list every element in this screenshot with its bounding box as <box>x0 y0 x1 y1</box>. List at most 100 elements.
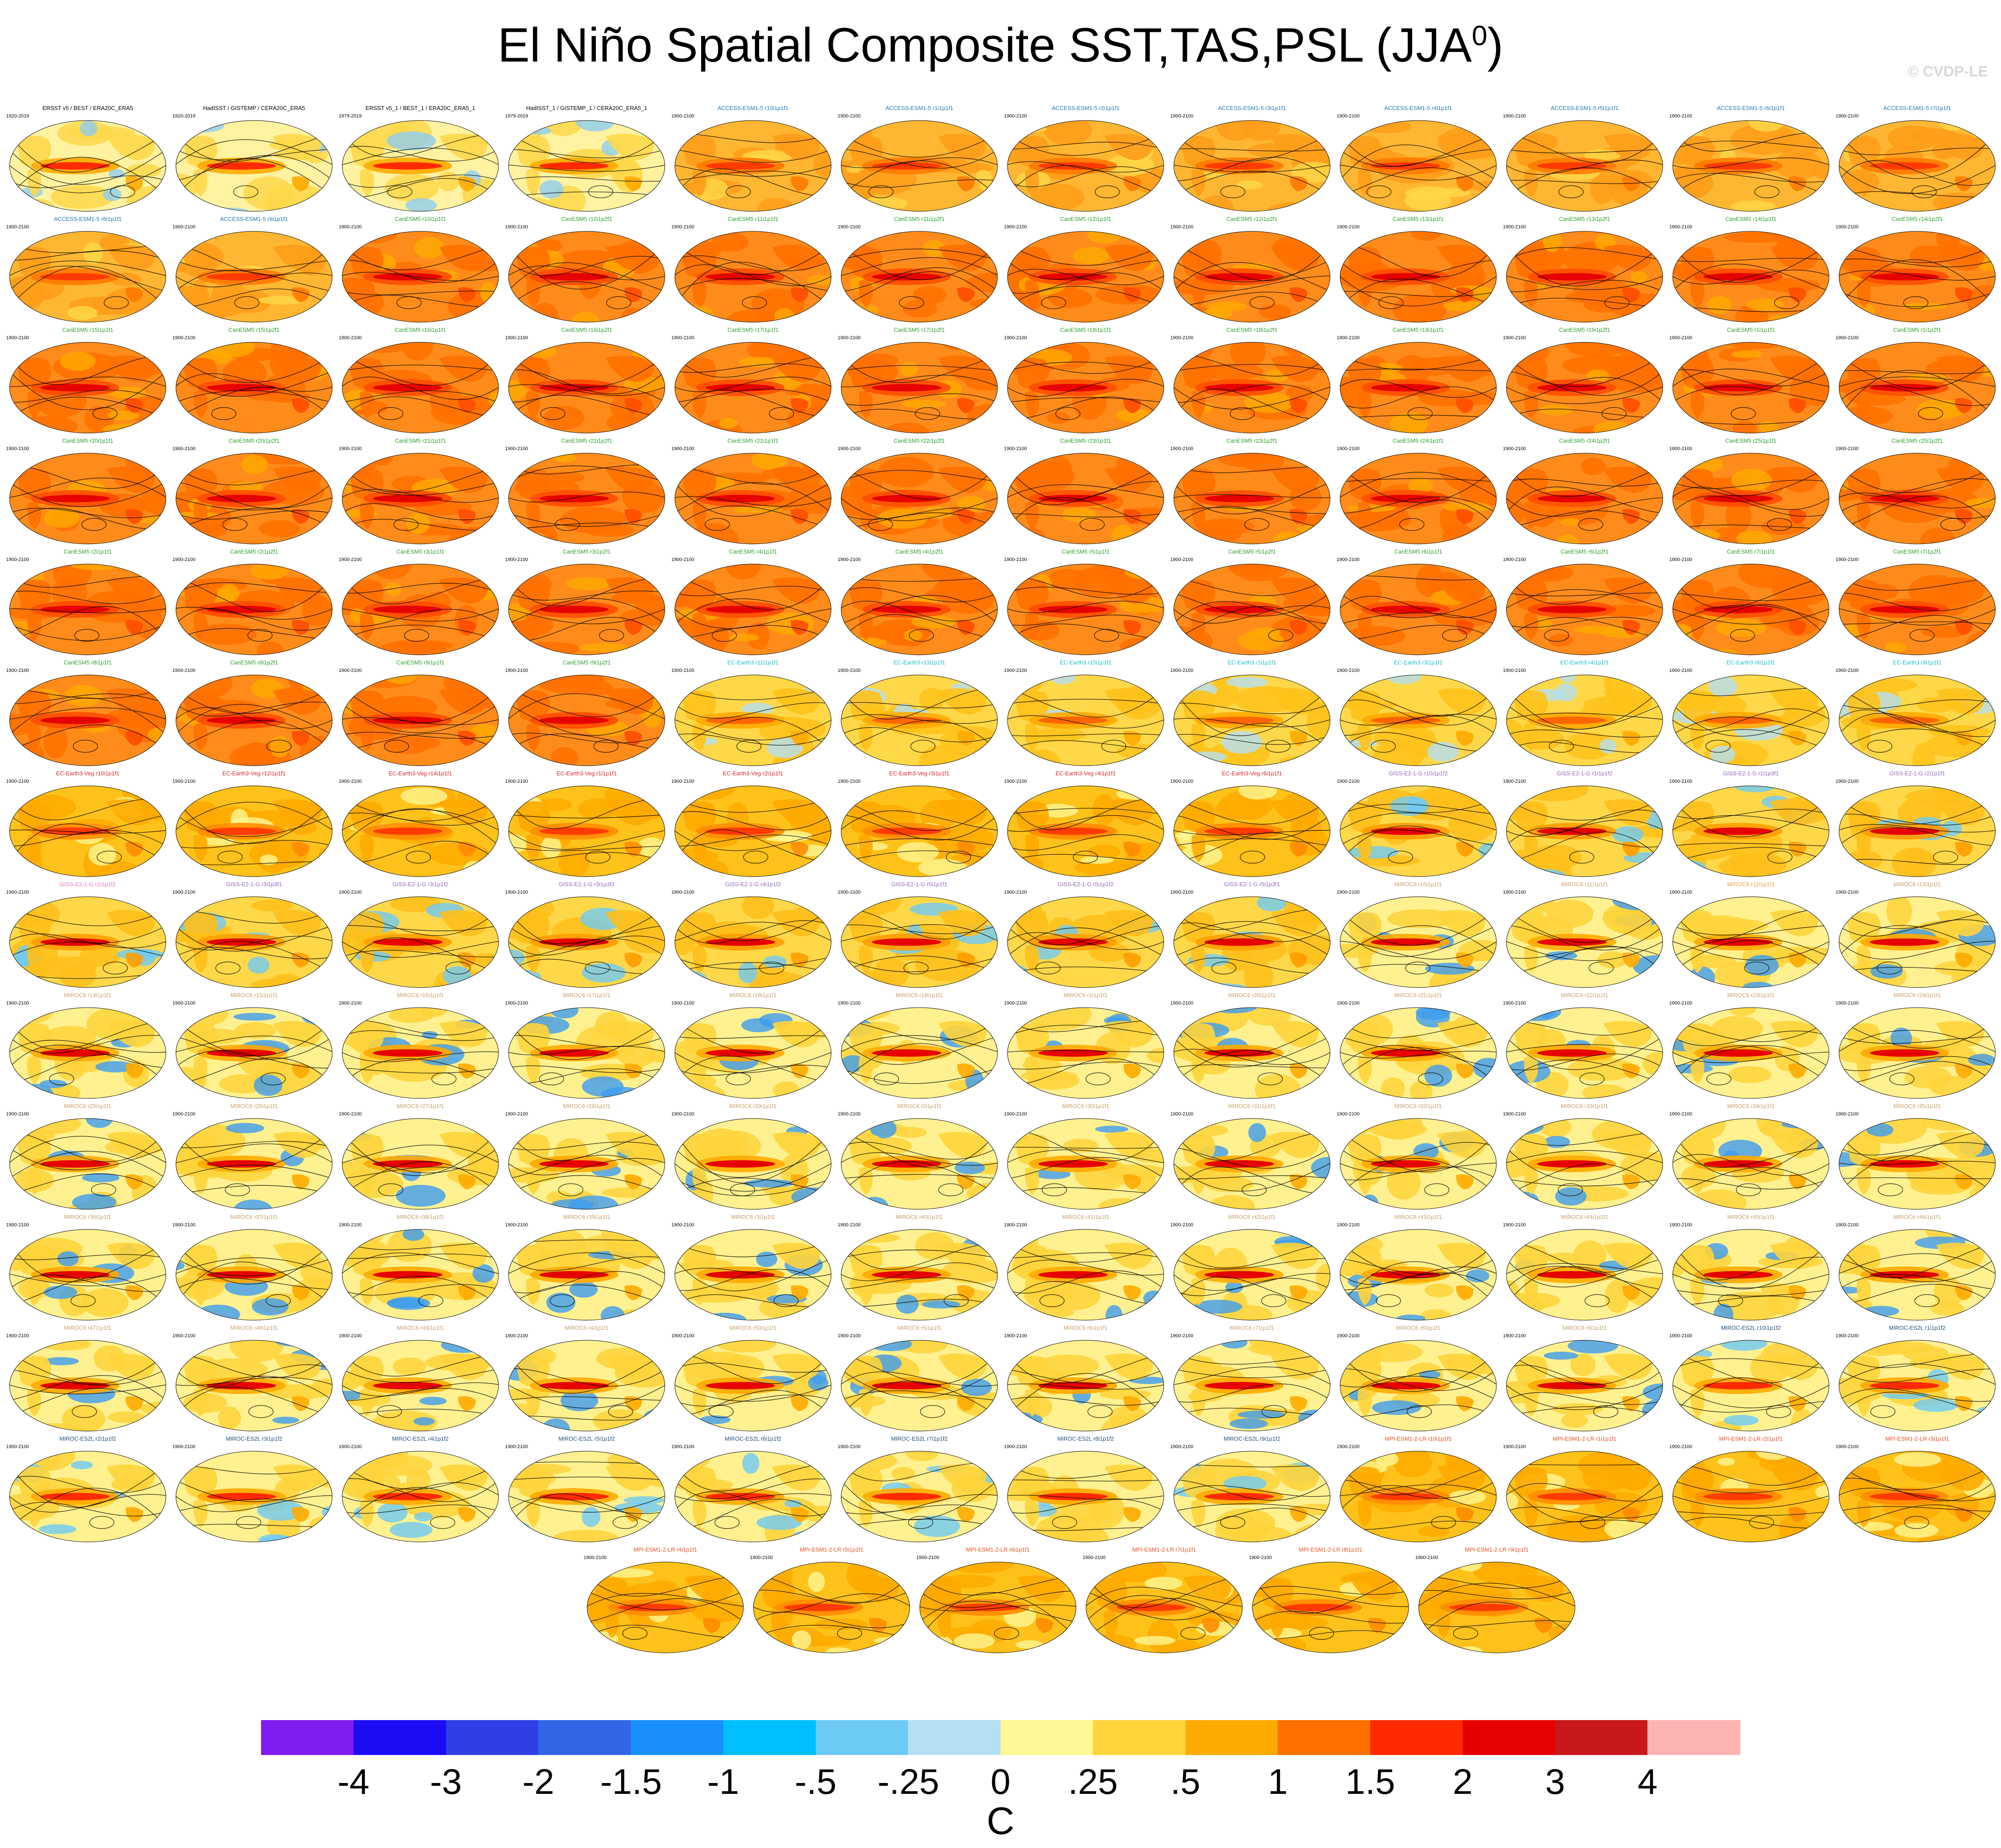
map-svg <box>841 120 998 212</box>
map-panel: MIROC6 r9i1p1f1 1900-2100 <box>1502 1324 1667 1433</box>
panel-title: MIROC6 r30i1p1f1 <box>1062 1103 1110 1109</box>
cool-anomaly-blob <box>566 577 612 590</box>
map-svg <box>1839 120 1996 212</box>
anomaly-blob <box>1920 527 1956 544</box>
map-svg <box>1007 896 1164 988</box>
psl-contour <box>1506 386 1663 404</box>
map-panel: GISS-E2-1-G r4i1p1f2 1900-2100 <box>670 880 835 989</box>
psl-contour <box>1174 606 1330 640</box>
map-svg <box>508 1451 665 1542</box>
panel-period: 1900-2100 <box>671 890 695 895</box>
map-svg <box>1340 1229 1497 1321</box>
anomaly-blob <box>1241 120 1281 141</box>
psl-contour <box>1506 486 1663 514</box>
panel-title: MPI-ESM1-2-LR r5i1p1f1 <box>800 1546 863 1553</box>
landmass <box>125 620 143 635</box>
colorbar-swatch <box>723 1720 816 1755</box>
map-svg <box>175 896 333 988</box>
landmass <box>1014 690 1049 721</box>
psl-contour <box>176 260 332 272</box>
map-svg <box>342 1340 499 1432</box>
panel-title: CanESM5 r4i1p2f1 <box>895 548 943 555</box>
psl-contour <box>675 278 831 292</box>
panel-title: CanESM5 r15i1p1f1 <box>62 327 113 333</box>
panel-title: MIROC6 r13i1p1f1 <box>1893 881 1941 888</box>
panel-period: 1900-2100 <box>339 1001 362 1006</box>
map-outline <box>1506 120 1663 212</box>
colorbar-swatch <box>1093 1720 1186 1755</box>
map-panel: GISS-E2-1-G r3i1p1f2 1900-2100 <box>338 880 503 989</box>
anomaly-blob <box>437 172 459 191</box>
psl-contour <box>176 482 332 509</box>
landmass <box>273 466 321 493</box>
cool-anomaly-blob <box>1470 1340 1496 1351</box>
psl-contour <box>1174 389 1330 420</box>
psl-contour-closed <box>404 629 430 642</box>
panel-title: MIROC-ES2L r2i1p1f2 <box>59 1435 116 1442</box>
psl-contour-closed <box>406 850 431 864</box>
anomaly-blob <box>409 737 440 750</box>
psl-contour <box>509 846 665 851</box>
panel-period: 1900-2100 <box>6 446 29 451</box>
psl-contour <box>1506 741 1663 753</box>
map-panel: ACCESS-ESM1-5 r7i1p1f1 1900-2100 <box>1835 104 2000 213</box>
psl-contour <box>1007 141 1164 150</box>
landmass <box>1456 731 1474 746</box>
colorbar <box>261 1720 1740 1755</box>
map-svg <box>1672 1451 1829 1542</box>
psl-contour <box>176 707 332 729</box>
psl-contour-closed <box>1731 407 1756 420</box>
anomaly-blob <box>1048 289 1093 308</box>
panel-period: 1900-2100 <box>1669 114 1692 119</box>
landmass <box>1770 134 1818 161</box>
psl-contour-closed <box>1767 518 1792 531</box>
map-svg <box>508 453 665 544</box>
psl-contour <box>841 587 997 602</box>
panel-title: GISS-E2-1-G r5i1p1f1 <box>891 881 947 888</box>
panel-period: 1900-2100 <box>1004 1444 1027 1449</box>
enso-warm-tongue <box>539 1493 609 1500</box>
map-outline <box>175 453 333 544</box>
cool-anomaly-blob <box>272 1417 299 1424</box>
landmass <box>1603 244 1652 272</box>
panel-period: 1900-2100 <box>339 1444 362 1449</box>
enso-warm-tongue <box>539 1271 609 1279</box>
psl-contour-closed <box>743 850 768 864</box>
map-svg <box>9 453 166 544</box>
psl-contour <box>1506 244 1663 286</box>
colorbar-swatch <box>1647 1720 1740 1755</box>
enso-warm-tongue <box>1537 495 1607 502</box>
psl-contour <box>1506 592 1663 596</box>
psl-contour <box>841 179 997 188</box>
panel-title: MIROC-ES2L r9i1p1f2 <box>1224 1435 1280 1442</box>
cool-anomaly-blob <box>1236 180 1263 190</box>
psl-contour <box>176 158 332 197</box>
anomaly-blob <box>84 406 114 433</box>
landmass <box>1289 620 1307 635</box>
panel-title: MIROC6 r15i1p1f1 <box>230 992 278 998</box>
psl-contour <box>509 733 665 743</box>
map-svg <box>1173 1007 1331 1099</box>
anomaly-blob <box>584 523 635 537</box>
psl-contour <box>1506 371 1663 396</box>
enso-warm-tongue <box>1537 273 1607 281</box>
panel-period: 1900-2100 <box>1337 224 1360 230</box>
panel-period: 1900-2100 <box>1170 1444 1193 1449</box>
psl-contour-closed <box>736 740 762 753</box>
psl-contour <box>675 170 831 181</box>
anomaly-blob <box>1143 973 1164 985</box>
psl-contour <box>342 259 499 283</box>
map-panel: MIROC6 r46i1p1f1 1900-2100 <box>1835 1213 2000 1322</box>
title-superscript: 0 <box>1472 20 1488 52</box>
map-panel: CanESM5 r8i1p2f1 1900-2100 <box>172 658 337 767</box>
landmass <box>957 398 975 413</box>
landmass <box>439 799 488 826</box>
map-svg <box>9 1007 166 1099</box>
landmass <box>1788 398 1806 413</box>
map-panel: EC-Earth3 r13i1p1f1 1900-2100 <box>837 658 1002 767</box>
panel-period: 1900-2100 <box>505 1444 528 1449</box>
cool-anomaly-blob <box>443 966 472 986</box>
panel-period: 1900-2100 <box>1337 1333 1360 1339</box>
psl-contour <box>841 507 997 520</box>
anomaly-blob <box>243 176 295 210</box>
